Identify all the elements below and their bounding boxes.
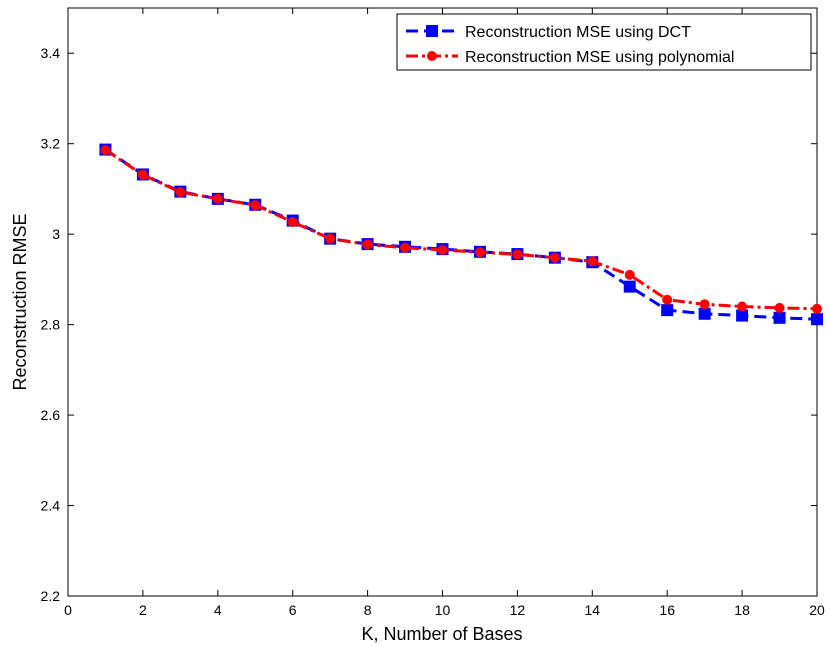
polynomial-point: [812, 303, 822, 314]
polynomial-point: [287, 216, 298, 227]
y-tick-label: 3.2: [41, 136, 61, 152]
x-tick-label: 16: [659, 602, 675, 618]
x-tick-label: 14: [585, 602, 601, 618]
legend-label-poly: Reconstruction MSE using polynomial: [465, 49, 734, 66]
polynomial-point: [212, 193, 223, 204]
polynomial-point: [549, 252, 560, 263]
polynomial-point: [137, 169, 148, 180]
polynomial-point: [362, 239, 373, 250]
polynomial-point: [250, 200, 261, 211]
plot-area: [67, 7, 818, 597]
polynomial-point: [587, 256, 598, 267]
polynomial-point: [737, 301, 748, 312]
dct-point: [661, 304, 674, 317]
x-tick-label: 0: [64, 602, 72, 618]
dct-point: [623, 280, 636, 293]
y-tick-label: 2.4: [41, 498, 61, 514]
polynomial-point: [474, 247, 485, 258]
polynomial-point: [437, 244, 448, 255]
polynomial-point: [624, 269, 635, 280]
y-tick-label: 3.4: [41, 45, 61, 61]
dct-point: [698, 307, 711, 320]
dct-point: [736, 309, 749, 322]
legend-box: [396, 13, 812, 71]
y-axis-label: Reconstruction RMSE: [10, 213, 30, 390]
x-tick-label: 18: [734, 602, 750, 618]
y-tick-label: 3: [52, 226, 60, 242]
y-tick-label: 2.6: [41, 407, 61, 423]
series-line-1: [104, 148, 818, 311]
legend-marker-dct: [426, 25, 438, 37]
x-axis-label: K, Number of Bases: [361, 624, 522, 644]
y-tick-label: 2.2: [41, 588, 61, 604]
tick-marks: [67, 8, 818, 597]
x-tick-label: 2: [139, 602, 147, 618]
polynomial-point: [400, 242, 411, 253]
legend-label-dct: Reconstruction MSE using DCT: [465, 24, 691, 41]
x-tick-label: 8: [364, 602, 372, 618]
series-layer: [99, 143, 823, 326]
x-tick-label: 6: [289, 602, 297, 618]
legend-marker-poly: [427, 51, 437, 61]
x-tick-label: 4: [214, 602, 222, 618]
polynomial-point: [774, 302, 785, 313]
x-tick-label: 20: [809, 602, 825, 618]
y-tick-label: 2.8: [41, 317, 61, 333]
dct-point: [811, 313, 823, 326]
polynomial-point: [175, 187, 186, 198]
x-tick-label: 10: [435, 602, 451, 618]
x-tick-labels: 0 2 4 6 8 10 12 14 16 18 20: [64, 602, 825, 618]
polynomial-point: [512, 249, 523, 260]
x-tick-label: 12: [510, 602, 526, 618]
polynomial-point: [699, 299, 710, 310]
y-tick-labels: 2.2 2.4 2.6 2.8 3 3.2 3.4: [41, 45, 61, 604]
legend: Reconstruction MSE using DCT Reconstruct…: [396, 13, 812, 71]
polynomial-point: [662, 294, 673, 305]
series-line-0: [104, 148, 818, 321]
polynomial-point: [325, 233, 336, 244]
dct-point: [773, 311, 786, 324]
polynomial-point: [100, 145, 111, 156]
